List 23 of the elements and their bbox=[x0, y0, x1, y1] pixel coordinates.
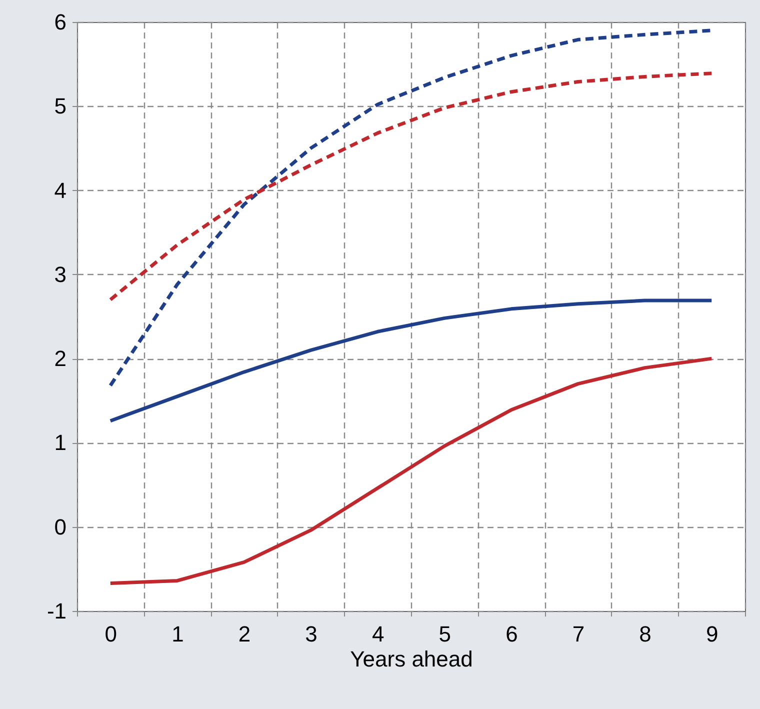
y-tick-label: 2 bbox=[54, 346, 66, 372]
x-tick-label: 5 bbox=[438, 622, 452, 646]
line-series bbox=[108, 72, 714, 302]
x-tick-label: 0 bbox=[104, 622, 118, 646]
line-series bbox=[108, 28, 714, 388]
y-tick-label: -1 bbox=[46, 598, 66, 624]
y-tick-label: 6 bbox=[54, 10, 66, 34]
y-tick-label: 3 bbox=[54, 262, 66, 287]
y-tick-label: 4 bbox=[54, 178, 66, 203]
x-tick-label: 8 bbox=[639, 622, 652, 646]
y-tick-label: 5 bbox=[54, 94, 66, 119]
x-axis-title: Years ahead bbox=[350, 646, 473, 672]
x-tick-label: 6 bbox=[506, 622, 518, 646]
x-tick-label: 2 bbox=[238, 622, 251, 646]
y-tick-label: 1 bbox=[54, 430, 66, 456]
x-tick-label: 7 bbox=[572, 622, 585, 646]
line-series bbox=[108, 298, 714, 423]
x-tick-label: 4 bbox=[372, 622, 384, 646]
x-tick-label: 3 bbox=[305, 622, 318, 646]
x-tick-label: 9 bbox=[706, 622, 718, 646]
x-tick-label: 1 bbox=[172, 622, 184, 646]
line-series bbox=[108, 356, 714, 585]
y-tick-label: 0 bbox=[54, 514, 66, 540]
